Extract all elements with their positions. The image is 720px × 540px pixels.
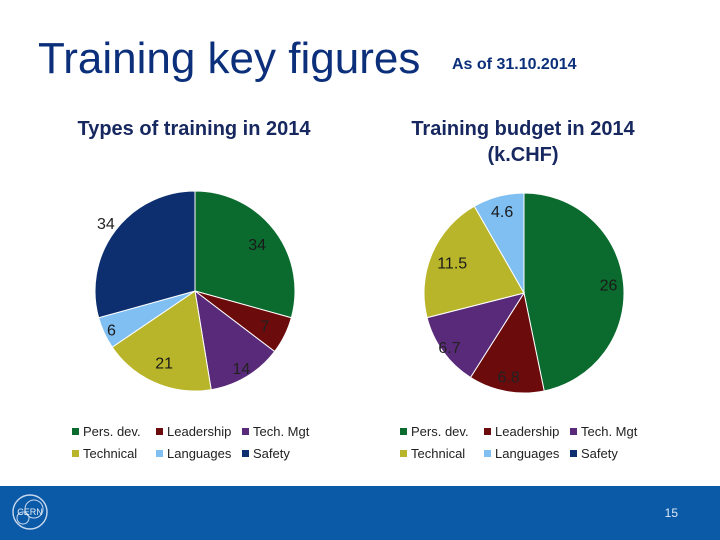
budget-slice-leadership bbox=[469, 291, 545, 394]
budget-slice-pers-dev bbox=[523, 192, 625, 392]
legend-item-pers-dev: Pers. dev. bbox=[400, 424, 469, 439]
types-label-leadership: 7 bbox=[260, 319, 269, 336]
budget-label-leadership: 6.8 bbox=[498, 370, 520, 387]
types-slice-pers-dev bbox=[194, 190, 296, 319]
legend-label: Tech. Mgt bbox=[253, 424, 310, 439]
legend-label: Safety bbox=[581, 446, 618, 461]
legend-swatch bbox=[570, 428, 577, 436]
page-title: Training key figures bbox=[38, 34, 421, 83]
legend-swatch bbox=[400, 428, 407, 436]
legend-label: Languages bbox=[167, 446, 232, 461]
legend-swatch bbox=[570, 450, 577, 458]
legend-swatch bbox=[156, 428, 163, 436]
legend-item-safety: Safety bbox=[570, 446, 618, 461]
legend-swatch bbox=[242, 450, 249, 458]
chart-title-types: Types of training in 2014 bbox=[77, 118, 311, 140]
legend-item-tech-mgt: Tech. Mgt bbox=[242, 424, 309, 439]
svg-text:CERN: CERN bbox=[17, 507, 43, 517]
pie-charts: 34 7 14 21 6 34 26 6.8 6.7 11.5 4.6 bbox=[94, 190, 625, 394]
budget-label-technical: 11.5 bbox=[437, 256, 467, 273]
legend-swatch bbox=[400, 450, 407, 458]
legend-item-leadership: Leadership bbox=[156, 424, 231, 439]
legend-label: Pers. dev. bbox=[411, 424, 469, 439]
budget-slice-technical bbox=[423, 205, 525, 319]
legend-swatch bbox=[156, 450, 163, 458]
legend-label: Tech. Mgt bbox=[581, 424, 638, 439]
types-slice-tech-mgt bbox=[194, 289, 276, 391]
budget-slice-languages bbox=[473, 192, 525, 295]
legend-swatch bbox=[242, 428, 249, 436]
as-of-date: As of 31.10.2014 bbox=[452, 56, 577, 73]
legend-label: Safety bbox=[253, 446, 290, 461]
budget-slice-tech-mgt bbox=[426, 292, 526, 379]
legend-item-safety: Safety bbox=[242, 446, 290, 461]
legend-label: Technical bbox=[411, 446, 466, 461]
legend-label: Technical bbox=[83, 446, 138, 461]
types-slice-safety bbox=[94, 190, 196, 319]
types-label-safety: 34 bbox=[97, 216, 115, 233]
legend-swatch bbox=[484, 450, 491, 458]
types-label-pers-dev: 34 bbox=[248, 237, 266, 254]
budget-label-languages: 4.6 bbox=[491, 204, 513, 221]
budget-label-tech-mgt: 6.7 bbox=[438, 340, 460, 357]
legend-label: Leadership bbox=[495, 424, 560, 439]
legend-item-leadership: Leadership bbox=[484, 424, 559, 439]
legend-item-pers-dev: Pers. dev. bbox=[72, 424, 141, 439]
page-number: 15 bbox=[664, 506, 678, 520]
legend-item-technical: Technical bbox=[400, 446, 465, 461]
chart-title-budget: Training budget in 2014 (k.CHF) bbox=[411, 118, 635, 166]
legend-item-languages: Languages bbox=[484, 446, 559, 461]
legend-label: Pers. dev. bbox=[83, 424, 141, 439]
footer-bar: CERN 15 bbox=[0, 486, 720, 540]
legend-swatch bbox=[484, 428, 491, 436]
legend-swatch bbox=[72, 428, 79, 436]
types-label-languages: 6 bbox=[107, 323, 116, 340]
legend-label: Languages bbox=[495, 446, 560, 461]
budget-label-pers-dev: 26 bbox=[600, 277, 618, 294]
legend-swatch bbox=[72, 450, 79, 458]
types-label-tech-mgt: 14 bbox=[233, 361, 251, 378]
types-slice-technical bbox=[111, 290, 212, 392]
types-label-technical: 21 bbox=[155, 356, 173, 373]
legend-item-tech-mgt: Tech. Mgt bbox=[570, 424, 637, 439]
cern-logo-icon: CERN bbox=[12, 494, 48, 530]
legend-item-technical: Technical bbox=[72, 446, 137, 461]
legend-label: Leadership bbox=[167, 424, 232, 439]
legend-item-languages: Languages bbox=[156, 446, 231, 461]
